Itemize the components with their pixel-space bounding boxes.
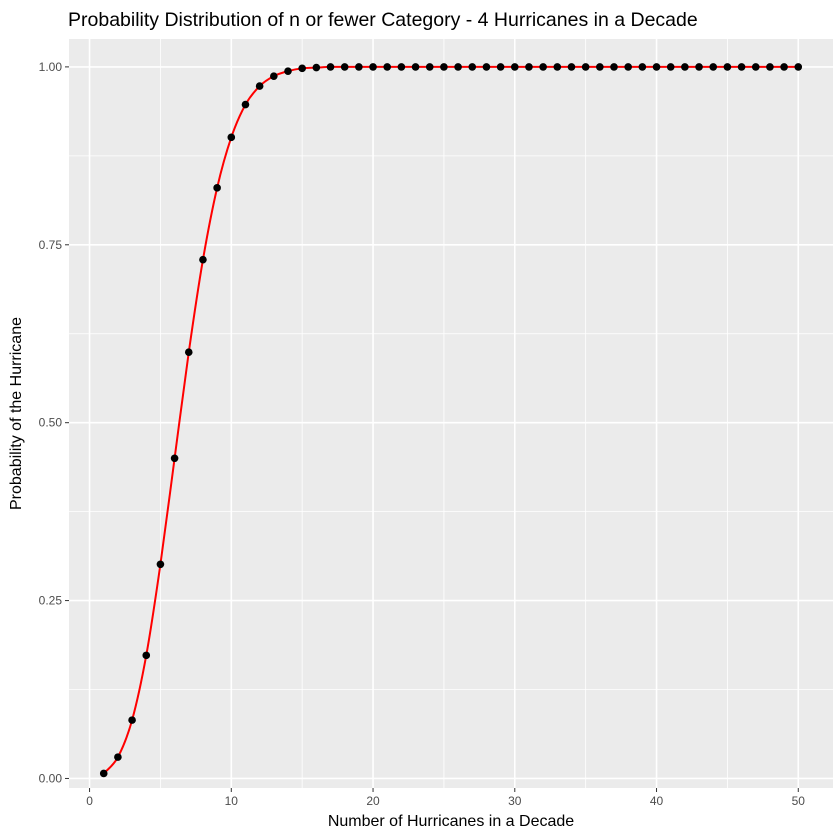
data-point bbox=[496, 63, 505, 71]
data-point bbox=[454, 63, 462, 71]
y-tick-label: 0.00 bbox=[39, 771, 63, 785]
data-point bbox=[666, 63, 675, 71]
data-point bbox=[723, 63, 732, 71]
data-point bbox=[596, 63, 604, 71]
data-point bbox=[539, 63, 547, 71]
data-point bbox=[170, 454, 179, 463]
data-point bbox=[695, 63, 703, 71]
data-point bbox=[425, 63, 434, 71]
y-tick-label: 0.75 bbox=[39, 238, 63, 252]
y-tick-label: 0.50 bbox=[39, 416, 63, 430]
y-axis: 0.00 0.25 0.50 0.75 1.00 bbox=[39, 60, 69, 785]
data-point bbox=[638, 63, 647, 71]
data-point bbox=[241, 100, 250, 109]
chart-title: Probability Distribution of n or fewer C… bbox=[68, 9, 698, 31]
data-point bbox=[128, 716, 136, 724]
x-tick-label: 0 bbox=[86, 794, 93, 808]
data-point bbox=[369, 63, 377, 71]
minor-gridlines bbox=[69, 39, 833, 788]
x-axis: 0 10 20 30 40 50 bbox=[86, 788, 805, 808]
y-tick-label: 0.25 bbox=[39, 594, 63, 608]
data-point bbox=[213, 184, 221, 192]
data-point bbox=[383, 63, 392, 71]
data-point bbox=[156, 560, 165, 569]
data-point bbox=[411, 63, 420, 71]
data-point bbox=[681, 63, 689, 71]
data-point bbox=[440, 63, 448, 71]
data-point bbox=[184, 348, 193, 357]
data-point bbox=[397, 63, 406, 71]
data-point bbox=[553, 63, 562, 71]
x-axis-title: Number of Hurricanes in a Decade bbox=[328, 813, 574, 830]
x-tick-label: 50 bbox=[792, 794, 806, 808]
data-point bbox=[326, 63, 335, 71]
data-point bbox=[142, 651, 151, 660]
data-point bbox=[794, 63, 803, 71]
series-group bbox=[99, 63, 803, 778]
y-tick-label: 1.00 bbox=[39, 60, 63, 74]
x-tick-label: 20 bbox=[366, 794, 380, 808]
data-point bbox=[510, 63, 519, 71]
data-point bbox=[751, 63, 760, 71]
data-point bbox=[355, 63, 363, 71]
data-point bbox=[581, 63, 590, 71]
data-point bbox=[737, 63, 746, 71]
plot-panel bbox=[69, 39, 833, 788]
data-point bbox=[780, 63, 788, 71]
data-point bbox=[624, 63, 632, 71]
data-point bbox=[227, 133, 236, 142]
data-point bbox=[99, 769, 108, 778]
data-point bbox=[114, 753, 122, 761]
data-point bbox=[199, 255, 207, 264]
x-tick-label: 40 bbox=[650, 794, 664, 808]
data-point bbox=[567, 63, 576, 71]
data-point bbox=[284, 67, 292, 75]
data-point bbox=[482, 63, 491, 71]
x-tick-label: 10 bbox=[225, 794, 239, 808]
data-point bbox=[340, 63, 349, 71]
data-point bbox=[312, 63, 321, 72]
data-point bbox=[766, 63, 774, 71]
x-tick-label: 30 bbox=[508, 794, 522, 808]
data-point bbox=[652, 63, 661, 71]
data-point bbox=[298, 64, 306, 73]
data-point bbox=[709, 63, 718, 71]
data-point bbox=[610, 63, 618, 71]
data-point bbox=[468, 63, 477, 71]
data-point bbox=[525, 63, 533, 71]
data-point bbox=[255, 82, 264, 90]
y-axis-title: Probability of the Hurricane bbox=[8, 317, 25, 510]
data-point bbox=[270, 72, 278, 80]
